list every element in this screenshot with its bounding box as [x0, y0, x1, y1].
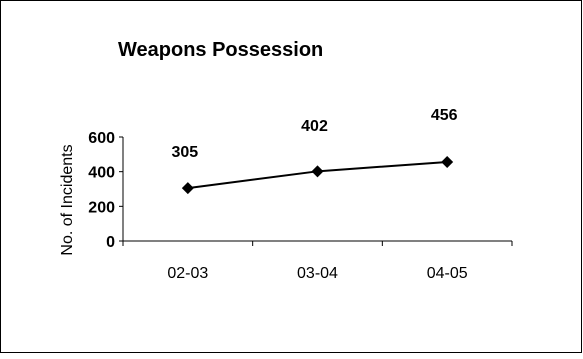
data-labels: 305 402 456 — [171, 107, 457, 161]
data-label: 402 — [301, 118, 328, 135]
axes — [119, 136, 513, 246]
y-tick-label: 200 — [88, 199, 115, 216]
y-axis-label: No. of Incidents — [59, 144, 76, 255]
data-point-marker — [181, 182, 194, 195]
data-label: 456 — [431, 107, 458, 124]
data-point-marker — [311, 165, 324, 178]
y-tick-label: 400 — [88, 165, 115, 182]
x-tick-label: 02-03 — [167, 265, 208, 282]
x-tick-label: 04-05 — [427, 265, 468, 282]
data-point-marker — [441, 155, 454, 168]
x-tick-label: 03-04 — [297, 265, 338, 282]
y-tick-label: 0 — [106, 234, 115, 251]
y-tick-label: 600 — [88, 130, 115, 147]
tick-labels: 0 200 400 600 02-03 03-04 04-05 — [88, 130, 467, 282]
chart-title: Weapons Possession — [118, 39, 323, 61]
series-layer — [181, 155, 454, 195]
data-label: 305 — [171, 144, 198, 161]
